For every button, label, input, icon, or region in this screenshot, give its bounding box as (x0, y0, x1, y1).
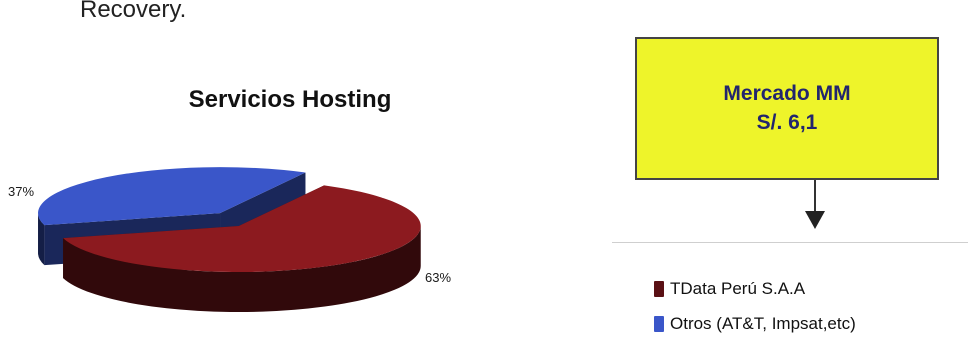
market-box-line1: Mercado MM (723, 82, 851, 106)
arrow-down-icon (805, 211, 825, 229)
legend-label-tdata: TData Perú S.A.A (670, 279, 806, 298)
divider (612, 242, 968, 243)
pie-slice-0 (63, 185, 421, 273)
legend-swatch-tdata (654, 281, 664, 297)
pie-label-0: 63% (425, 270, 451, 285)
pie-chart: 37% 63% (8, 167, 451, 313)
chart-title: Servicios Hosting (188, 86, 392, 113)
legend-item-tdata: TData Perú S.A.A (654, 279, 805, 299)
fragment-text: Recovery. (80, 0, 187, 23)
legend-item-otros: Otros (AT&T, Impsat,etc) (654, 314, 856, 334)
legend-label-otros: Otros (AT&T, Impsat,etc) (670, 314, 856, 333)
pie-slice-side-0 (63, 226, 421, 313)
pie-slice-1 (38, 167, 306, 226)
pie-slice-side-1 (38, 213, 45, 266)
market-box: Mercado MM S/. 6,1 (635, 37, 939, 180)
arrow-line (814, 180, 816, 214)
market-box-line2: S/. 6,1 (756, 110, 818, 134)
legend-swatch-otros (654, 316, 664, 332)
pie-label-1: 37% (8, 184, 34, 199)
